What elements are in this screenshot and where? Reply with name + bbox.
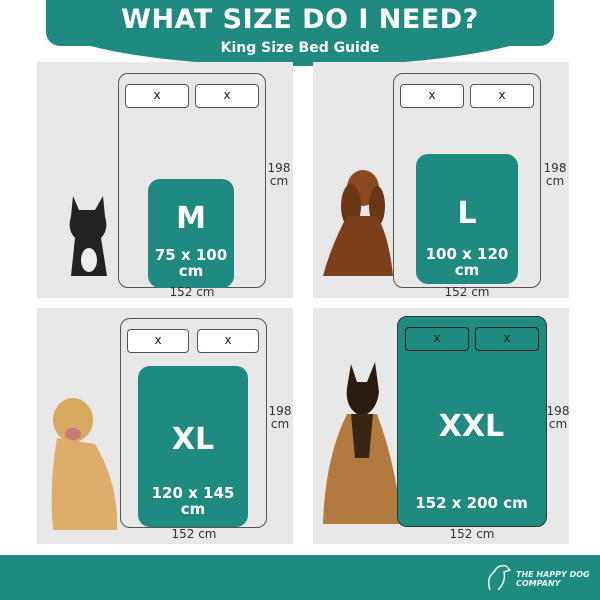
size-dimensions: 120 x 145 cm bbox=[151, 484, 235, 518]
pillow: x bbox=[195, 84, 259, 108]
dog-bed-mat: M 75 x 100 cm bbox=[148, 179, 234, 288]
pillow: x bbox=[197, 329, 259, 353]
size-dimensions: 152 x 200 cm bbox=[415, 494, 528, 512]
pillow: x bbox=[405, 327, 469, 351]
size-dimensions: 75 x 100 cm bbox=[154, 246, 228, 280]
size-label: L bbox=[457, 196, 477, 231]
page-subtitle: King Size Bed Guide bbox=[220, 40, 380, 56]
bed-width-label: 152 cm bbox=[171, 527, 217, 541]
french-bulldog-icon bbox=[69, 196, 107, 276]
pillow: x bbox=[400, 84, 464, 108]
pillow: x bbox=[470, 84, 534, 108]
size-panel-xl: x x XL 120 x 145 cm 198 cm 152 cm bbox=[37, 308, 293, 544]
size-panel-m: x x M 75 x 100 cm 198 cm 152 cm bbox=[37, 62, 293, 299]
pillow: x bbox=[475, 327, 539, 351]
size-panel-xxl: x x XXL 152 x 200 cm 198 cm 152 cm bbox=[313, 308, 569, 544]
footer-bar bbox=[0, 555, 600, 600]
dog-bed-mat: XXL 152 x 200 cm bbox=[398, 357, 545, 525]
size-label: XXL bbox=[438, 409, 505, 444]
size-label: M bbox=[176, 201, 206, 236]
bed-length-label: 198 cm bbox=[543, 161, 567, 188]
size-panel-l: x x L 100 x 120 cm 198 cm 152 cm bbox=[313, 62, 569, 299]
pillow: x bbox=[127, 329, 189, 353]
header-banner-top bbox=[46, 0, 554, 46]
bed-width-label: 152 cm bbox=[169, 285, 215, 299]
pillow: x bbox=[125, 84, 189, 108]
golden-retriever-icon bbox=[51, 398, 118, 530]
dog-bed-mat: L 100 x 120 cm bbox=[416, 154, 518, 284]
bed-width-label: 152 cm bbox=[444, 285, 490, 299]
german-shepherd-icon bbox=[323, 362, 401, 524]
bed-length-label: 198 cm bbox=[546, 404, 570, 431]
bed-length-label: 198 cm bbox=[268, 404, 292, 431]
size-label: XL bbox=[171, 422, 215, 457]
dog-logo-icon bbox=[487, 564, 512, 591]
dog-bed-mat: XL 120 x 145 cm bbox=[138, 366, 248, 527]
page-title: WHAT SIZE DO I NEED? bbox=[121, 4, 479, 35]
bed-outline: x x XL 120 x 145 cm bbox=[120, 318, 267, 528]
brand-logo: THE HAPPY DOG COMPANY bbox=[516, 570, 590, 588]
bed-outline: x x M 75 x 100 cm bbox=[118, 73, 266, 288]
bed-length-label: 198 cm bbox=[267, 161, 291, 188]
bed-outline: x x XXL 152 x 200 cm bbox=[397, 316, 547, 527]
cocker-spaniel-icon bbox=[323, 170, 393, 276]
size-dimensions: 100 x 120 cm bbox=[425, 245, 509, 279]
bed-width-label: 152 cm bbox=[449, 527, 495, 541]
bed-outline: x x L 100 x 120 cm bbox=[393, 73, 541, 288]
